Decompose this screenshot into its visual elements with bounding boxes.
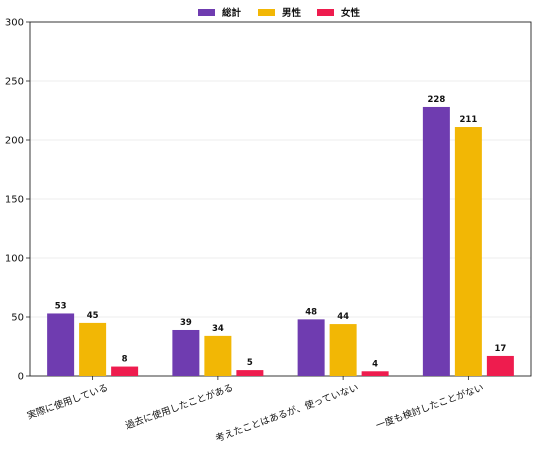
data-label: 34 <box>212 324 224 334</box>
data-label: 39 <box>180 318 192 328</box>
legend-label: 総計 <box>222 7 242 19</box>
legend-label: 男性 <box>282 7 302 19</box>
plot-frame <box>29 21 532 377</box>
x-tick-label: 実際に使用している <box>25 382 109 422</box>
data-label: 53 <box>55 301 67 311</box>
y-tick-label: 100 <box>5 254 24 265</box>
data-label: 8 <box>122 355 128 365</box>
bar <box>47 313 75 376</box>
bar <box>236 370 264 376</box>
data-label: 48 <box>305 307 317 317</box>
bar <box>297 319 325 376</box>
bar <box>422 106 450 377</box>
x-tick-label: 過去に使用したことがある <box>124 382 235 432</box>
y-tick-label: 50 <box>11 313 24 324</box>
x-tick-label: 一度も検討したことがない <box>374 382 485 432</box>
bar <box>79 322 107 376</box>
data-label: 17 <box>494 344 506 354</box>
legend: 総計 男性 女性 <box>198 7 361 19</box>
x-tick-label: 考えたことはあるが、使っていない <box>214 382 360 445</box>
bar <box>111 366 139 376</box>
data-label: 5 <box>247 358 253 368</box>
data-label: 4 <box>372 359 378 369</box>
bar <box>486 355 514 376</box>
bar <box>204 335 232 376</box>
y-tick-label: 250 <box>5 77 24 88</box>
data-label: 228 <box>428 95 446 105</box>
legend-label: 女性 <box>341 7 361 19</box>
bars <box>47 106 514 377</box>
data-label: 44 <box>337 312 349 322</box>
y-tick-label: 300 <box>5 18 24 29</box>
legend-swatch <box>198 9 215 16</box>
bar <box>172 329 200 376</box>
bar <box>329 324 357 376</box>
data-label: 211 <box>460 115 478 125</box>
legend-swatch <box>258 9 275 16</box>
bar <box>361 371 389 376</box>
legend-swatch <box>317 9 334 16</box>
bar <box>454 127 482 377</box>
axes: 0 50 100 150 200 250 300 実際に使用している 過去に使用したことがある考… <box>5 18 532 445</box>
y-tick-label: 150 <box>5 195 24 206</box>
data-label: 45 <box>87 311 99 321</box>
y-tick-label: 200 <box>5 136 24 147</box>
y-tick-label: 0 <box>18 372 24 383</box>
